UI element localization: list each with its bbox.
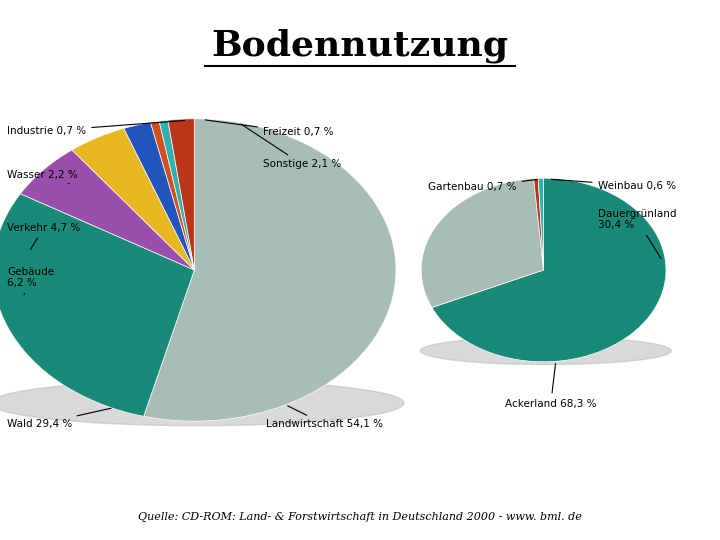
Text: Quelle: CD-ROM: Land- & Forstwirtschaft in Deutschland 2000 - www. bml. de: Quelle: CD-ROM: Land- & Forstwirtschaft … xyxy=(138,512,582,522)
Text: Verkehr 4,7 %: Verkehr 4,7 % xyxy=(7,222,81,249)
Text: Landwirtschaft 54,1 %: Landwirtschaft 54,1 % xyxy=(266,406,383,429)
Text: Wald 29,4 %: Wald 29,4 % xyxy=(7,408,111,429)
Text: Freizeit 0,7 %: Freizeit 0,7 % xyxy=(205,120,333,137)
Wedge shape xyxy=(0,194,194,416)
Wedge shape xyxy=(150,121,194,270)
Text: Industrie 0,7 %: Industrie 0,7 % xyxy=(7,120,184,136)
Wedge shape xyxy=(168,119,194,270)
Text: Sonstige 2,1 %: Sonstige 2,1 % xyxy=(241,124,341,169)
Text: Bodennutzung: Bodennutzung xyxy=(212,29,508,63)
Text: Gebäude
6,2 %: Gebäude 6,2 % xyxy=(7,267,54,295)
Wedge shape xyxy=(432,178,666,362)
Wedge shape xyxy=(144,119,396,421)
Ellipse shape xyxy=(0,380,404,426)
Text: Wasser 2,2 %: Wasser 2,2 % xyxy=(7,170,78,184)
Wedge shape xyxy=(124,123,194,270)
Text: Gartenbau 0,7 %: Gartenbau 0,7 % xyxy=(428,179,537,192)
Wedge shape xyxy=(421,179,544,307)
Text: Dauergrünland
30,4 %: Dauergrünland 30,4 % xyxy=(598,208,676,259)
Wedge shape xyxy=(159,120,194,270)
Wedge shape xyxy=(534,178,544,270)
Wedge shape xyxy=(72,129,194,270)
Text: Weinbau 0,6 %: Weinbau 0,6 % xyxy=(552,179,676,191)
Ellipse shape xyxy=(420,337,671,364)
Text: Ackerland 68,3 %: Ackerland 68,3 % xyxy=(505,363,597,409)
Wedge shape xyxy=(20,150,194,270)
Wedge shape xyxy=(539,178,544,270)
